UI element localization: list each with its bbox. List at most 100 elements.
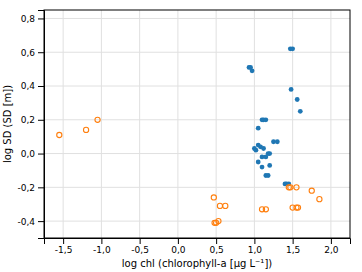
- tick-mark: [293, 238, 294, 244]
- point: [295, 205, 300, 210]
- point: [267, 151, 272, 156]
- grid-line: [292, 10, 293, 238]
- tick: -1,5: [55, 238, 73, 255]
- tick-mark: [38, 86, 44, 87]
- point: [295, 97, 300, 102]
- tick: -1,0: [93, 238, 111, 255]
- point: [317, 197, 322, 202]
- grid-line: [44, 86, 350, 87]
- y-axis: -0,4 -0,2 0,0 0,2 0,4 0,6 0,8: [17, 11, 44, 239]
- point: [267, 163, 272, 168]
- tick-label: 2,0: [324, 245, 339, 255]
- tick: 2,0: [324, 238, 339, 255]
- tick-mark: [38, 187, 44, 188]
- tick-label: 0,2: [21, 115, 35, 125]
- tick: 0,6: [21, 48, 44, 58]
- grid-line: [44, 18, 350, 19]
- point: [294, 185, 299, 190]
- tick-label: 0,0: [21, 149, 36, 159]
- point: [298, 109, 303, 114]
- grid: [44, 10, 350, 238]
- tick-mark: [63, 238, 64, 244]
- series: [247, 46, 303, 186]
- axis-line: [45, 239, 351, 245]
- point: [83, 127, 88, 132]
- tick-mark: [178, 238, 179, 244]
- point: [263, 117, 268, 122]
- tick-label: -1,0: [93, 245, 111, 255]
- grid-line: [44, 119, 350, 120]
- x-axis: -1,5 -1,0 -0,5 0,0 0,5 1,0 1,5 2,0: [45, 238, 351, 255]
- grid-line: [330, 10, 331, 238]
- tick-mark: [38, 52, 44, 53]
- points: [57, 46, 322, 225]
- tick-mark: [254, 238, 255, 244]
- point: [223, 203, 228, 208]
- tick: 0,0: [21, 149, 44, 159]
- grid-line: [101, 10, 102, 238]
- tick: 1,0: [248, 238, 263, 255]
- point: [260, 165, 265, 170]
- grid-line: [216, 10, 217, 238]
- point: [254, 148, 259, 153]
- chart: -1,5 -1,0 -0,5 0,0 0,5 1,0 1,5 2,0 -0,4 -0,2 0,0 0,…: [0, 0, 362, 272]
- tick-mark: [38, 120, 44, 121]
- point: [256, 126, 261, 131]
- tick-label: 1,5: [286, 245, 300, 255]
- plot: -1,5 -1,0 -0,5 0,0 0,5 1,0 1,5 2,0 -0,4 -0,2 0,0 0,…: [17, 10, 350, 255]
- tick-label: -0,4: [17, 216, 35, 226]
- point: [256, 160, 261, 165]
- tick-mark: [38, 221, 44, 222]
- point: [95, 117, 100, 122]
- grid-line: [44, 52, 350, 53]
- point: [217, 203, 222, 208]
- plot-frame: [44, 10, 350, 238]
- tick: 0,0: [171, 238, 186, 255]
- tick-label: 0,0: [171, 245, 186, 255]
- grid-line: [254, 10, 255, 238]
- tick: -0,2: [17, 183, 44, 193]
- tick-label: 0,8: [21, 14, 36, 24]
- point: [275, 139, 280, 144]
- tick-mark: [38, 18, 44, 19]
- tick: -0,5: [131, 238, 149, 255]
- tick: 0,2: [21, 115, 44, 125]
- x-axis-title: log chl (chlorophyll-a [μg L⁻¹]): [122, 258, 272, 269]
- point: [250, 68, 255, 73]
- tick-label: 0,5: [209, 245, 223, 255]
- grid-line: [177, 10, 178, 238]
- point: [263, 207, 268, 212]
- point: [309, 188, 314, 193]
- tick: -0,4: [17, 216, 44, 226]
- tick-mark: [38, 154, 44, 155]
- point: [288, 185, 293, 190]
- point: [289, 87, 294, 92]
- tick: 0,4: [21, 81, 44, 91]
- tick: 0,8: [21, 14, 44, 24]
- grid-line: [44, 187, 350, 188]
- grid-line: [63, 10, 64, 238]
- point: [216, 219, 221, 224]
- point: [261, 146, 266, 151]
- tick-label: -1,5: [55, 245, 73, 255]
- point: [211, 195, 216, 200]
- y-axis-title: log SD (SD [m]): [2, 85, 13, 163]
- tick-label: 0,6: [21, 48, 36, 58]
- tick-label: 1,0: [248, 245, 263, 255]
- series: [57, 117, 322, 225]
- point: [57, 132, 62, 137]
- tick-mark: [216, 238, 217, 244]
- grid-line: [139, 10, 140, 238]
- tick-label: -0,5: [131, 245, 149, 255]
- point: [266, 173, 271, 178]
- tick-mark: [140, 238, 141, 244]
- tick-mark: [331, 238, 332, 244]
- tick: 0,5: [209, 238, 223, 255]
- grid-line: [44, 153, 350, 154]
- tick: 1,5: [286, 238, 300, 255]
- point: [290, 46, 295, 51]
- tick-label: -0,2: [17, 183, 35, 193]
- grid-line: [44, 221, 350, 222]
- tick-label: 0,4: [21, 81, 36, 91]
- tick-mark: [101, 238, 102, 244]
